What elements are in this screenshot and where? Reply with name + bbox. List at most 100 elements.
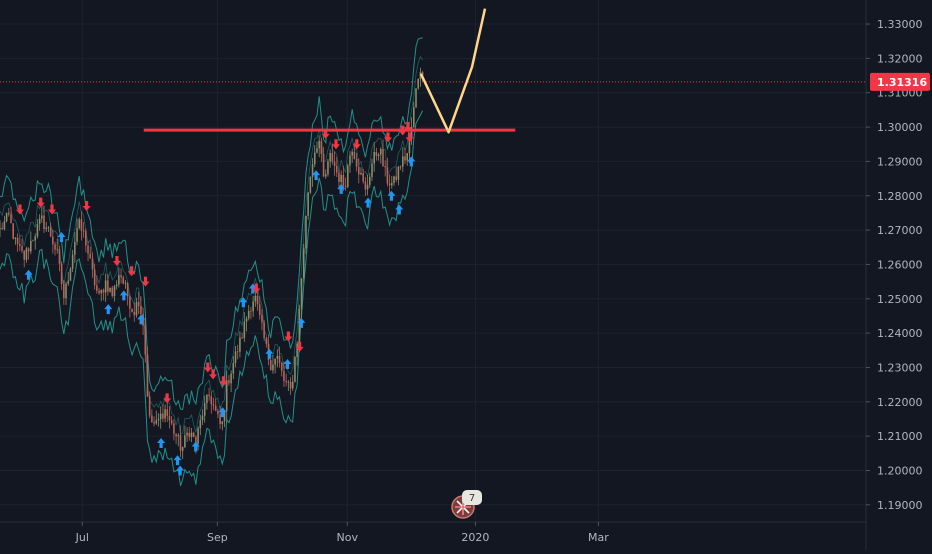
candle-body bbox=[375, 151, 378, 157]
buy-arrow-icon bbox=[265, 348, 274, 359]
candle-body bbox=[14, 237, 17, 239]
candle-body bbox=[386, 167, 389, 184]
price-axis[interactable]: 1.19000 1.20000 1.21000 1.22000 1.23000 1.240… bbox=[866, 18, 923, 512]
candle-body bbox=[184, 435, 186, 448]
candle-body bbox=[65, 283, 67, 299]
candle-body bbox=[357, 166, 360, 175]
last-price-badge bbox=[870, 72, 930, 91]
candle-body bbox=[80, 219, 83, 231]
price-tick-label: 1.27000 bbox=[877, 224, 923, 237]
candle-body bbox=[63, 284, 65, 299]
buy-arrow-icon bbox=[337, 183, 346, 194]
candle-body bbox=[390, 182, 393, 186]
last-price-label: 1.31316 bbox=[877, 76, 927, 89]
candle-body bbox=[21, 246, 23, 251]
price-tick-label: 1.25000 bbox=[877, 293, 923, 306]
candle-body bbox=[305, 215, 307, 249]
sell-arrow-icon bbox=[203, 362, 212, 373]
candle-body bbox=[269, 360, 272, 371]
candle-body bbox=[133, 312, 136, 316]
candle-body bbox=[349, 155, 351, 166]
candle-body bbox=[265, 338, 268, 344]
flag-icon[interactable]: 7 bbox=[451, 490, 482, 519]
candle-body bbox=[221, 421, 224, 425]
candle-body bbox=[217, 410, 219, 415]
candle-body bbox=[60, 263, 63, 285]
candlestick-series bbox=[0, 67, 424, 460]
candle-body bbox=[278, 355, 281, 363]
buy-arrow-icon bbox=[24, 269, 33, 280]
candle-body bbox=[388, 183, 391, 186]
candle-body bbox=[243, 321, 246, 339]
candle-body bbox=[355, 158, 358, 167]
candle-body bbox=[27, 248, 30, 252]
candle-body bbox=[214, 405, 217, 411]
candle-body bbox=[168, 415, 171, 421]
candle-body bbox=[135, 302, 138, 316]
candle-body bbox=[417, 78, 420, 89]
candle-body bbox=[399, 166, 402, 168]
candle-body bbox=[362, 173, 364, 182]
candle-body bbox=[258, 304, 261, 316]
sell-arrow-icon bbox=[252, 283, 261, 294]
candle-body bbox=[5, 212, 8, 222]
candle-body bbox=[131, 308, 133, 313]
candle-body bbox=[393, 176, 395, 183]
candle-body bbox=[338, 172, 340, 182]
price-tick-label: 1.32000 bbox=[877, 52, 923, 65]
candle-body bbox=[291, 381, 294, 389]
sell-arrow-icon bbox=[383, 132, 392, 143]
price-tick-label: 1.26000 bbox=[877, 258, 923, 271]
candle-body bbox=[49, 227, 52, 237]
candle-body bbox=[146, 354, 149, 397]
candle-body bbox=[331, 152, 334, 162]
candle-body bbox=[219, 414, 221, 425]
time-axis[interactable]: Jul Sep Nov 2020 Mar bbox=[75, 522, 610, 544]
candle-body bbox=[155, 420, 158, 424]
candle-body bbox=[36, 224, 39, 237]
buy-arrow-icon bbox=[119, 290, 128, 301]
candle-body bbox=[276, 355, 279, 359]
candle-body bbox=[320, 140, 323, 154]
candle-body bbox=[421, 72, 424, 76]
candle-body bbox=[93, 269, 96, 286]
sell-arrow-icon bbox=[141, 276, 150, 287]
candle-body bbox=[364, 181, 367, 190]
sell-arrow-icon bbox=[352, 139, 361, 150]
candle-body bbox=[137, 302, 140, 307]
candle-body bbox=[203, 402, 206, 416]
candle-body bbox=[382, 148, 384, 167]
price-projection-path[interactable] bbox=[419, 8, 487, 134]
candle-body bbox=[404, 156, 406, 161]
price-tick-label: 1.24000 bbox=[877, 327, 923, 340]
candle-body bbox=[173, 423, 175, 434]
candle-body bbox=[78, 219, 81, 229]
candle-body bbox=[111, 287, 114, 297]
candle-body bbox=[318, 140, 320, 149]
candle-body bbox=[410, 126, 413, 138]
candle-body bbox=[85, 231, 87, 246]
candle-body bbox=[115, 284, 118, 287]
candle-body bbox=[175, 433, 177, 437]
candle-body bbox=[377, 154, 380, 157]
buy-arrow-icon bbox=[173, 455, 182, 466]
candle-body bbox=[76, 228, 78, 242]
candle-body bbox=[45, 227, 48, 230]
candle-body bbox=[280, 362, 283, 371]
sell-arrow-icon bbox=[127, 266, 136, 277]
candle-body bbox=[225, 380, 228, 411]
candle-body bbox=[395, 176, 397, 180]
candle-body bbox=[0, 227, 1, 229]
candle-body bbox=[353, 151, 356, 159]
user-drawings[interactable] bbox=[143, 8, 516, 134]
candle-body bbox=[142, 313, 144, 326]
candle-body bbox=[159, 413, 162, 420]
candle-body bbox=[71, 254, 74, 269]
price-tick-label: 1.33000 bbox=[877, 18, 923, 31]
candle-body bbox=[294, 357, 296, 382]
candle-body bbox=[102, 289, 105, 293]
candle-body bbox=[234, 351, 237, 363]
price-tick-label: 1.29000 bbox=[877, 155, 923, 168]
